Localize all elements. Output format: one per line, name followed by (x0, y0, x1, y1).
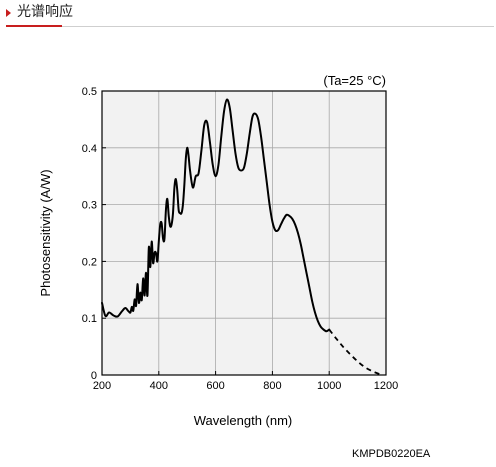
series-line-measured (101, 98, 331, 333)
axis-ticks: 200 400 600 800 1000 1200 0 0.1 0.2 0.3 0.4 0.5 (82, 86, 399, 392)
triangle-bullet-icon (6, 9, 11, 17)
section-divider (6, 26, 494, 27)
y-tick-label: 0 (91, 370, 97, 382)
y-axis-label: Photosensitivity (A/W) (38, 169, 53, 296)
y-tick-label: 0.4 (82, 143, 97, 155)
y-tick-label: 0.1 (82, 313, 97, 325)
section-divider-accent (6, 25, 62, 27)
series-line-extrapolated (328, 329, 384, 376)
x-tick-label: 1200 (374, 380, 398, 392)
plot-area (102, 91, 386, 375)
x-tick-label: 600 (206, 380, 224, 392)
x-axis-label: Wavelength (nm) (194, 413, 293, 428)
section-title: 光谱响应 (17, 4, 73, 20)
x-tick-label: 800 (263, 380, 281, 392)
y-tick-label: 0.2 (82, 256, 97, 268)
temperature-annotation: (Ta=25 °C) (323, 73, 386, 88)
figure-code: KMPDB0220EA (352, 448, 431, 460)
x-tick-label: 400 (150, 380, 168, 392)
x-tick-label: 200 (93, 380, 111, 392)
data-lines (101, 98, 384, 376)
section-header: 光谱响应 (0, 0, 496, 30)
plot-frame (101, 90, 387, 376)
y-tick-label: 0.5 (82, 86, 97, 98)
y-tick-label: 0.3 (82, 200, 97, 212)
x-tick-label: 1000 (317, 380, 341, 392)
